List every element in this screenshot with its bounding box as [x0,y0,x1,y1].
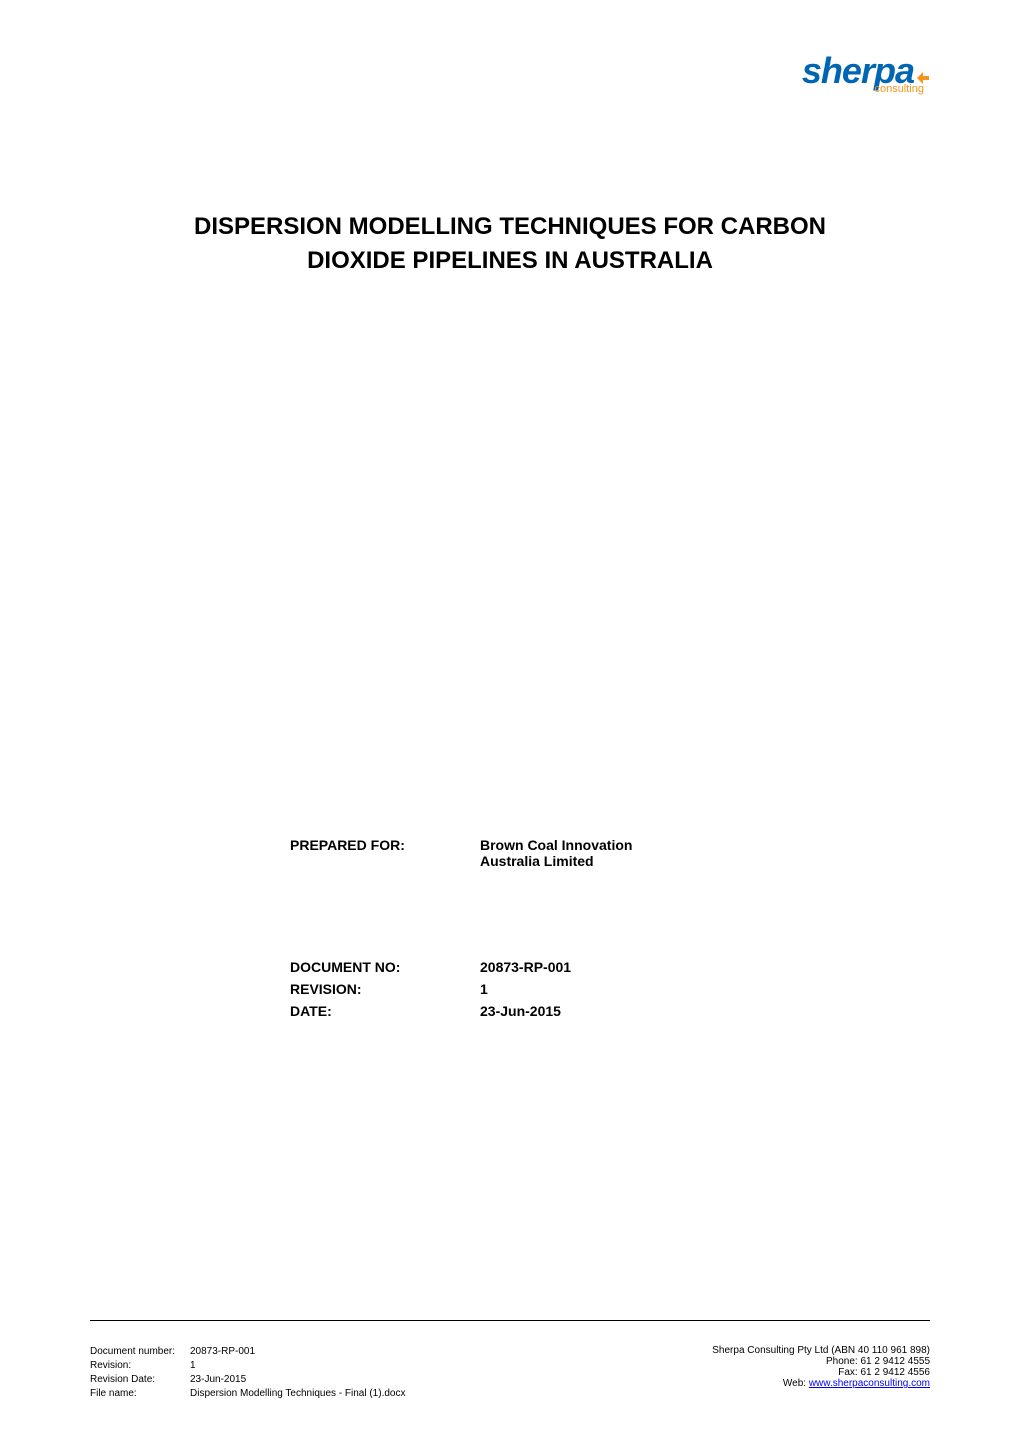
document-title: DISPERSION MODELLING TECHNIQUES FOR CARB… [130,210,890,277]
logo-accent-icon [916,71,930,85]
footer: Document number: 20873-RP-001 Revision: … [90,1345,930,1401]
footer-company: Sherpa Consulting Pty Ltd (ABN 40 110 96… [712,1345,930,1356]
footer-rev-date-row: Revision Date: 23-Jun-2015 [90,1373,405,1387]
date-value: 23-Jun-2015 [480,1003,561,1019]
document-no-row: DOCUMENT NO: 20873-RP-001 [290,959,930,975]
document-no-label: DOCUMENT NO: [290,959,480,975]
footer-revision-label: Revision: [90,1359,190,1373]
metadata-section: PREPARED FOR: Brown Coal Innovation Aust… [290,837,930,1019]
footer-filename-value: Dispersion Modelling Techniques - Final … [190,1387,405,1401]
company-logo: sherpa consulting [802,55,930,95]
footer-doc-num-label: Document number: [90,1345,190,1359]
footer-web-label: Web: [783,1378,809,1389]
revision-label: REVISION: [290,981,480,997]
footer-web-link[interactable]: www.sherpaconsulting.com [809,1378,930,1389]
footer-web-row: Web: www.sherpaconsulting.com [712,1378,930,1389]
prepared-for-line-1: Brown Coal Innovation [480,837,632,853]
title-section: DISPERSION MODELLING TECHNIQUES FOR CARB… [90,210,930,277]
document-no-value: 20873-RP-001 [480,959,571,975]
footer-rev-date-value: 23-Jun-2015 [190,1373,246,1387]
prepared-for-row: PREPARED FOR: Brown Coal Innovation Aust… [290,837,930,869]
footer-filename-label: File name: [90,1387,190,1401]
title-line-2: DIOXIDE PIPELINES IN AUSTRALIA [307,247,713,274]
logo-container: sherpa consulting [802,55,930,95]
prepared-for-section: PREPARED FOR: Brown Coal Innovation Aust… [290,837,930,869]
footer-divider [90,1320,930,1321]
footer-revision-value: 1 [190,1359,196,1373]
footer-left: Document number: 20873-RP-001 Revision: … [90,1345,405,1401]
footer-right: Sherpa Consulting Pty Ltd (ABN 40 110 96… [712,1345,930,1401]
prepared-for-value: Brown Coal Innovation Australia Limited [480,837,632,869]
title-line-1: DISPERSION MODELLING TECHNIQUES FOR CARB… [194,213,826,240]
date-row: DATE: 23-Jun-2015 [290,1003,930,1019]
revision-value: 1 [480,981,488,997]
revision-row: REVISION: 1 [290,981,930,997]
footer-revision-row: Revision: 1 [90,1359,405,1373]
prepared-for-label: PREPARED FOR: [290,837,480,869]
footer-phone: Phone: 61 2 9412 4555 [712,1356,930,1367]
prepared-for-line-2: Australia Limited [480,853,594,869]
footer-filename-row: File name: Dispersion Modelling Techniqu… [90,1387,405,1401]
footer-doc-num-row: Document number: 20873-RP-001 [90,1345,405,1359]
footer-doc-num-value: 20873-RP-001 [190,1345,255,1359]
footer-rev-date-label: Revision Date: [90,1373,190,1387]
date-label: DATE: [290,1003,480,1019]
footer-fax: Fax: 61 2 9412 4556 [712,1367,930,1378]
logo-sub-text: consulting [874,83,924,95]
